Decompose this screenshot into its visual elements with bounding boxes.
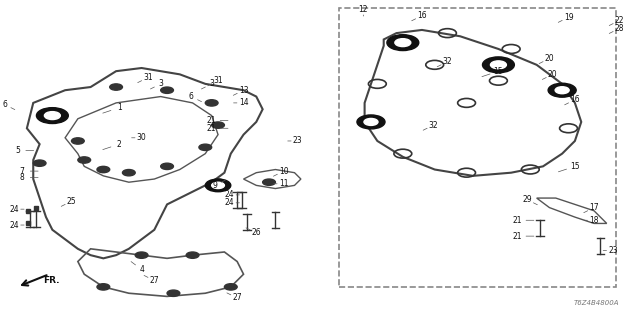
Text: 13: 13 <box>239 86 248 95</box>
Text: 4: 4 <box>139 265 144 274</box>
Circle shape <box>262 179 275 185</box>
Circle shape <box>44 112 60 120</box>
Text: 21: 21 <box>207 116 216 125</box>
Text: 30: 30 <box>137 133 147 142</box>
Bar <box>339 8 616 287</box>
Circle shape <box>161 163 173 170</box>
Text: 16: 16 <box>417 11 427 20</box>
Text: 20: 20 <box>548 70 557 79</box>
Circle shape <box>36 108 68 124</box>
Circle shape <box>135 252 148 258</box>
Circle shape <box>490 61 506 69</box>
Circle shape <box>97 284 109 290</box>
Text: 15: 15 <box>570 162 580 171</box>
Text: 26: 26 <box>252 228 261 237</box>
Text: 24: 24 <box>225 190 234 199</box>
Text: 3: 3 <box>158 79 163 88</box>
Circle shape <box>186 252 199 258</box>
Circle shape <box>387 35 419 51</box>
Circle shape <box>97 166 109 173</box>
Text: 12: 12 <box>358 5 368 14</box>
Circle shape <box>33 160 46 166</box>
Text: 9: 9 <box>212 181 218 190</box>
Circle shape <box>167 290 180 296</box>
Circle shape <box>205 100 218 106</box>
Text: 29: 29 <box>522 195 532 204</box>
Circle shape <box>548 83 576 97</box>
Text: 1: 1 <box>117 103 122 112</box>
Text: 6: 6 <box>189 92 194 101</box>
Text: 14: 14 <box>239 99 248 108</box>
Circle shape <box>78 157 91 163</box>
Circle shape <box>46 112 59 119</box>
Text: 31: 31 <box>143 73 153 82</box>
Text: 3: 3 <box>209 79 214 88</box>
Text: 31: 31 <box>213 76 223 85</box>
Circle shape <box>205 179 231 192</box>
Text: 22: 22 <box>615 16 624 25</box>
Text: 18: 18 <box>589 216 599 225</box>
Text: 19: 19 <box>564 13 573 22</box>
Circle shape <box>212 182 225 188</box>
Circle shape <box>555 87 569 94</box>
Circle shape <box>199 144 212 150</box>
Circle shape <box>357 115 385 129</box>
Text: 16: 16 <box>570 95 580 104</box>
Text: 25: 25 <box>67 197 76 206</box>
Text: T6Z4B4800A: T6Z4B4800A <box>574 300 620 306</box>
Circle shape <box>161 87 173 93</box>
Text: 7: 7 <box>19 167 24 176</box>
Text: 24: 24 <box>10 205 19 214</box>
Circle shape <box>122 170 135 176</box>
Text: 24: 24 <box>225 198 234 207</box>
Circle shape <box>212 179 225 185</box>
Text: 32: 32 <box>429 121 438 130</box>
Text: 27: 27 <box>232 293 242 302</box>
Text: 15: 15 <box>493 67 503 76</box>
Circle shape <box>109 84 122 90</box>
Text: 2: 2 <box>117 140 122 148</box>
Text: 27: 27 <box>150 276 159 285</box>
Text: 23: 23 <box>608 246 618 255</box>
Text: 21: 21 <box>513 232 522 241</box>
Circle shape <box>212 122 225 128</box>
Text: 10: 10 <box>279 167 289 176</box>
Text: 28: 28 <box>615 24 624 33</box>
Circle shape <box>225 284 237 290</box>
Text: 20: 20 <box>545 54 554 63</box>
Text: 17: 17 <box>589 203 599 212</box>
Text: 6: 6 <box>2 100 7 109</box>
Circle shape <box>483 57 515 73</box>
Text: 11: 11 <box>279 179 289 188</box>
Text: 24: 24 <box>10 220 19 229</box>
Circle shape <box>395 39 411 47</box>
Text: 23: 23 <box>293 136 303 146</box>
Text: FR.: FR. <box>43 276 60 285</box>
Text: 5: 5 <box>15 146 20 155</box>
Text: 8: 8 <box>19 173 24 182</box>
Circle shape <box>364 118 378 125</box>
Text: 21: 21 <box>513 216 522 225</box>
Circle shape <box>72 138 84 144</box>
Text: 32: 32 <box>443 57 452 66</box>
Text: 21: 21 <box>207 124 216 133</box>
